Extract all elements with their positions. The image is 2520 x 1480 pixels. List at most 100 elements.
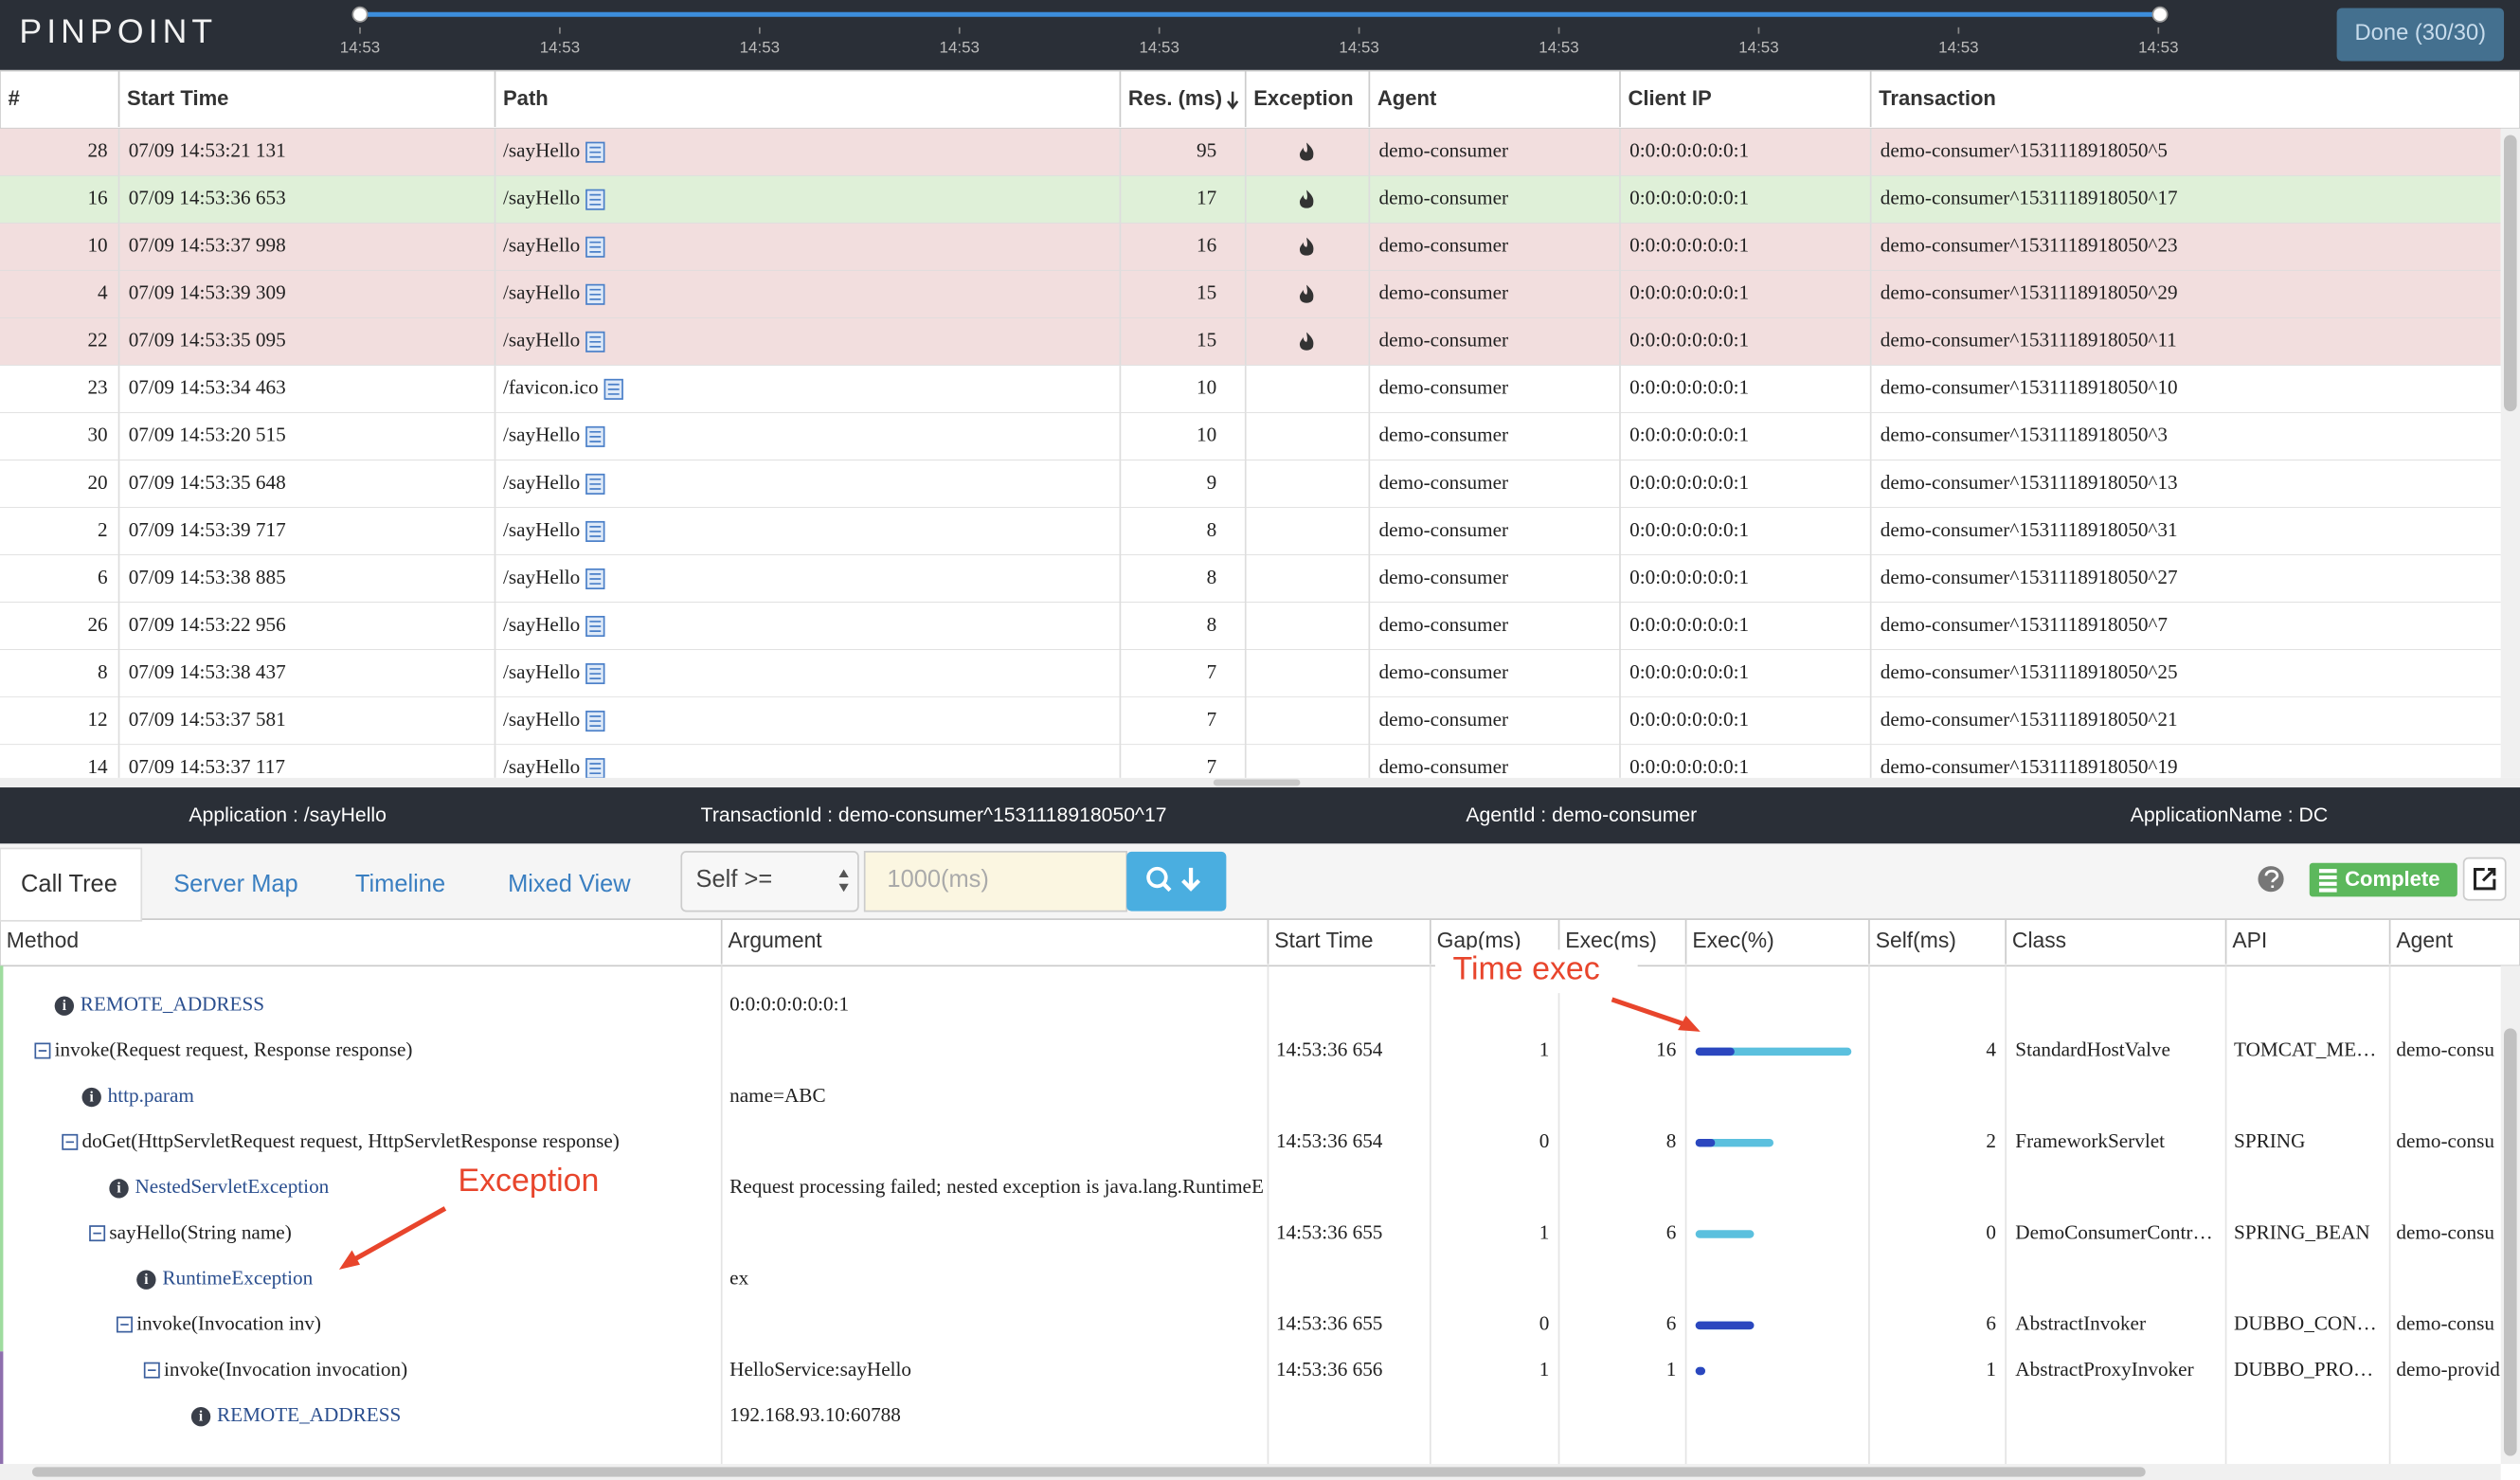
filter-placeholder[interactable]: 1000(ms) xyxy=(887,866,988,893)
transaction-row[interactable] xyxy=(0,175,2501,224)
path-icon-lines xyxy=(607,383,620,395)
transaction-row[interactable] xyxy=(0,650,2501,698)
info-icon-mark: i xyxy=(144,1272,149,1288)
complete-button-label[interactable]: Complete xyxy=(2345,867,2439,891)
path[interactable]: /sayHello xyxy=(503,424,580,446)
path[interactable]: /sayHello xyxy=(503,755,580,778)
transaction-id[interactable]: demo-consumer^1531118918050^23 xyxy=(1881,234,2178,257)
tree-column-header[interactable]: Exec(ms) xyxy=(1565,928,1657,952)
tree-v-scroll-thumb[interactable] xyxy=(2504,1028,2517,1456)
exception-icon xyxy=(1299,190,1314,208)
transaction-id[interactable]: demo-consumer^1531118918050^27 xyxy=(1881,566,2178,588)
path[interactable]: /sayHello xyxy=(503,329,580,352)
transaction-id[interactable]: demo-consumer^1531118918050^31 xyxy=(1881,518,2178,541)
argument: HelloService:sayHello xyxy=(729,1358,911,1381)
tree-method[interactable]: invoke(Invocation inv) xyxy=(136,1312,321,1335)
path[interactable]: /sayHello xyxy=(503,613,580,636)
timeline-handle[interactable] xyxy=(351,6,369,23)
transaction-id[interactable]: demo-consumer^1531118918050^7 xyxy=(1881,613,2168,636)
response-time: 7 xyxy=(1207,660,1217,683)
transaction-row[interactable] xyxy=(0,602,2501,651)
transaction-row[interactable] xyxy=(0,128,2501,176)
tree-column-header[interactable]: Gap(ms) xyxy=(1437,928,1521,952)
tree-column-header[interactable]: Class xyxy=(2012,928,2066,952)
column-header[interactable]: Exception xyxy=(1253,86,1353,110)
path[interactable]: /sayHello xyxy=(503,139,580,162)
transaction-row[interactable] xyxy=(0,223,2501,271)
done-button[interactable] xyxy=(2336,8,2505,62)
complete-button[interactable] xyxy=(2309,862,2457,897)
filter-input[interactable] xyxy=(863,851,1128,912)
path[interactable]: /sayHello xyxy=(503,518,580,541)
filter-select-label[interactable]: Self >= xyxy=(696,866,773,893)
transaction-row[interactable] xyxy=(0,412,2501,460)
done-button-label[interactable]: Done (30/30) xyxy=(2355,21,2487,45)
column-header[interactable]: Start Time xyxy=(127,86,228,110)
transaction-id[interactable]: demo-consumer^1531118918050^13 xyxy=(1881,471,2178,494)
response-time: 7 xyxy=(1207,708,1217,731)
tree-method[interactable]: invoke(Request request, Response respons… xyxy=(55,1038,413,1061)
tree-column-header[interactable]: Self(ms) xyxy=(1876,928,1956,952)
v-scroll-thumb[interactable] xyxy=(2504,135,2517,412)
agent: demo-consumer xyxy=(1379,187,1509,209)
column-header[interactable]: # xyxy=(8,86,19,110)
tree-column-header[interactable]: Argument xyxy=(728,928,822,952)
column-header[interactable]: Agent xyxy=(1377,86,1437,110)
timeline-label: 14:53 xyxy=(940,38,980,56)
transaction-id[interactable]: demo-consumer^1531118918050^25 xyxy=(1881,660,2178,683)
transaction-row[interactable] xyxy=(0,507,2501,555)
transaction-id[interactable]: demo-consumer^1531118918050^10 xyxy=(1881,376,2178,399)
path[interactable]: /sayHello xyxy=(503,234,580,257)
search-button[interactable] xyxy=(1126,851,1227,911)
tree-column-header[interactable]: Start Time xyxy=(1274,928,1373,952)
transaction-id[interactable]: demo-consumer^1531118918050^17 xyxy=(1881,187,2178,209)
response-time: 95 xyxy=(1197,139,1216,162)
tree-column-header[interactable]: Exec(%) xyxy=(1692,928,1773,952)
transaction-row[interactable] xyxy=(0,745,2501,792)
exec: 8 xyxy=(1666,1129,1677,1152)
path[interactable]: /sayHello xyxy=(503,660,580,683)
tree-method[interactable]: doGet(HttpServletRequest request, HttpSe… xyxy=(82,1129,620,1152)
tab[interactable]: Timeline xyxy=(355,871,445,897)
transaction-id[interactable]: demo-consumer^1531118918050^3 xyxy=(1881,424,2168,446)
tree-column-header[interactable]: API xyxy=(2232,928,2267,952)
column-header[interactable]: Client IP xyxy=(1628,86,1711,110)
transaction-row[interactable] xyxy=(0,365,2501,413)
agent: demo-consumer xyxy=(1379,566,1509,588)
transaction-row[interactable] xyxy=(0,270,2501,318)
tab[interactable]: Call Tree xyxy=(21,871,117,897)
path[interactable]: /sayHello xyxy=(503,281,580,304)
transaction-id[interactable]: demo-consumer^1531118918050^5 xyxy=(1881,139,2168,162)
column-header[interactable]: Transaction xyxy=(1879,86,1996,110)
row-number: 4 xyxy=(98,281,108,304)
path[interactable]: /sayHello xyxy=(503,566,580,588)
class: StandardHostValve xyxy=(2015,1038,2170,1061)
path[interactable]: /favicon.ico xyxy=(503,376,599,399)
tree-method[interactable]: sayHello(String name) xyxy=(109,1220,291,1243)
transaction-row[interactable] xyxy=(0,697,2501,746)
transaction-id[interactable]: demo-consumer^1531118918050^19 xyxy=(1881,755,2178,778)
tab[interactable]: Server Map xyxy=(173,871,298,897)
path[interactable]: /sayHello xyxy=(503,187,580,209)
tree-h-scroll-thumb[interactable] xyxy=(31,1467,2146,1477)
path[interactable]: /sayHello xyxy=(503,708,580,731)
transaction-row[interactable] xyxy=(0,460,2501,508)
argument: 0:0:0:0:0:0:0:1 xyxy=(729,993,849,1016)
tab[interactable]: Mixed View xyxy=(508,871,631,897)
filter-select[interactable] xyxy=(680,851,859,912)
tree-column-header[interactable]: Agent xyxy=(2396,928,2453,952)
tree-column-header[interactable]: Method xyxy=(7,928,79,952)
column-header[interactable]: Path xyxy=(503,86,549,110)
transaction-id[interactable]: demo-consumer^1531118918050^11 xyxy=(1881,329,2177,352)
transaction-id[interactable]: demo-consumer^1531118918050^29 xyxy=(1881,281,2178,304)
h-scroll-thumb[interactable] xyxy=(1213,779,1301,786)
transaction-row[interactable] xyxy=(0,317,2501,366)
transaction-id[interactable]: demo-consumer^1531118918050^21 xyxy=(1881,708,2178,731)
path[interactable]: /sayHello xyxy=(503,471,580,494)
info-item: ApplicationName : DC xyxy=(2131,804,2328,826)
column-header[interactable]: Res. (ms) xyxy=(1128,86,1222,110)
transaction-row[interactable] xyxy=(0,554,2501,603)
tree-method[interactable]: invoke(Invocation invocation) xyxy=(164,1358,407,1381)
agent: demo-consu xyxy=(2396,1220,2494,1243)
timeline-handle[interactable] xyxy=(2151,6,2169,23)
